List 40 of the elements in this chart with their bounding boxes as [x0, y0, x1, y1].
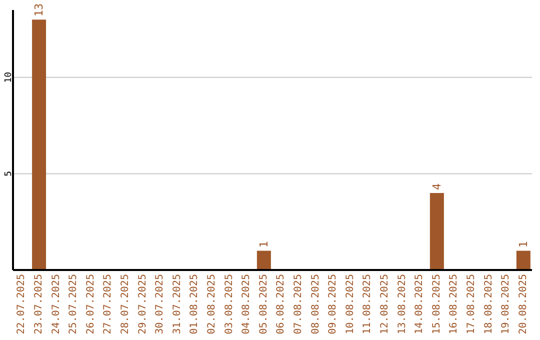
bar	[32, 20, 46, 270]
data-label: 13	[32, 3, 46, 17]
x-tick-label: 04.08.2025	[241, 274, 252, 334]
x-tick-label: 08.08.2025	[310, 274, 322, 334]
x-tick-label: 18.08.2025	[483, 274, 494, 334]
data-label: 1	[516, 241, 530, 248]
x-tick-label: 14.08.2025	[414, 274, 426, 334]
x-tick-label: 02.08.2025	[206, 274, 218, 334]
x-tick-label: 19.08.2025	[500, 274, 512, 334]
x-tick-label: 01.08.2025	[189, 274, 200, 334]
x-tick-label: 10.08.2025	[344, 274, 356, 334]
x-tick-label: 26.07.2025	[85, 274, 96, 334]
x-tick-label: 03.08.2025	[224, 274, 235, 334]
x-tick-label: 30.07.2025	[154, 274, 166, 334]
x-tick-label: 15.08.2025	[431, 274, 442, 334]
data-label: 4	[430, 182, 444, 190]
x-tick-label: 31.07.2025	[172, 274, 183, 334]
x-tick-label: 23.07.2025	[33, 274, 44, 334]
x-tick-label: 20.08.2025	[518, 274, 529, 334]
x-tick-label: 06.08.2025	[276, 274, 287, 334]
x-tick-label: 24.07.2025	[50, 274, 62, 334]
bar	[256, 250, 271, 270]
x-tick-label: 12.08.2025	[379, 274, 390, 334]
x-tick-label: 16.08.2025	[448, 274, 460, 334]
bar	[516, 250, 530, 270]
x-tick-label: 25.07.2025	[68, 274, 80, 334]
x-tick-label: 09.08.2025	[328, 274, 339, 334]
x-tick-label: 29.07.2025	[137, 274, 148, 334]
x-tick-label: 05.08.2025	[258, 274, 270, 334]
x-tick-label: 13.08.2025	[396, 274, 408, 334]
x-tick-label: 11.08.2025	[362, 274, 374, 334]
y-tick-label: 10	[4, 72, 14, 83]
data-label: 1	[257, 241, 270, 248]
x-tick-label: 07.08.2025	[292, 274, 304, 334]
x-tick-label: 28.07.2025	[120, 274, 131, 334]
bar	[430, 192, 444, 270]
y-tick-label: 5	[4, 170, 14, 176]
x-tick-label: 17.08.2025	[466, 274, 477, 334]
x-tick-label: 22.07.2025	[16, 274, 28, 334]
x-tick-label: 27.07.2025	[102, 274, 114, 334]
